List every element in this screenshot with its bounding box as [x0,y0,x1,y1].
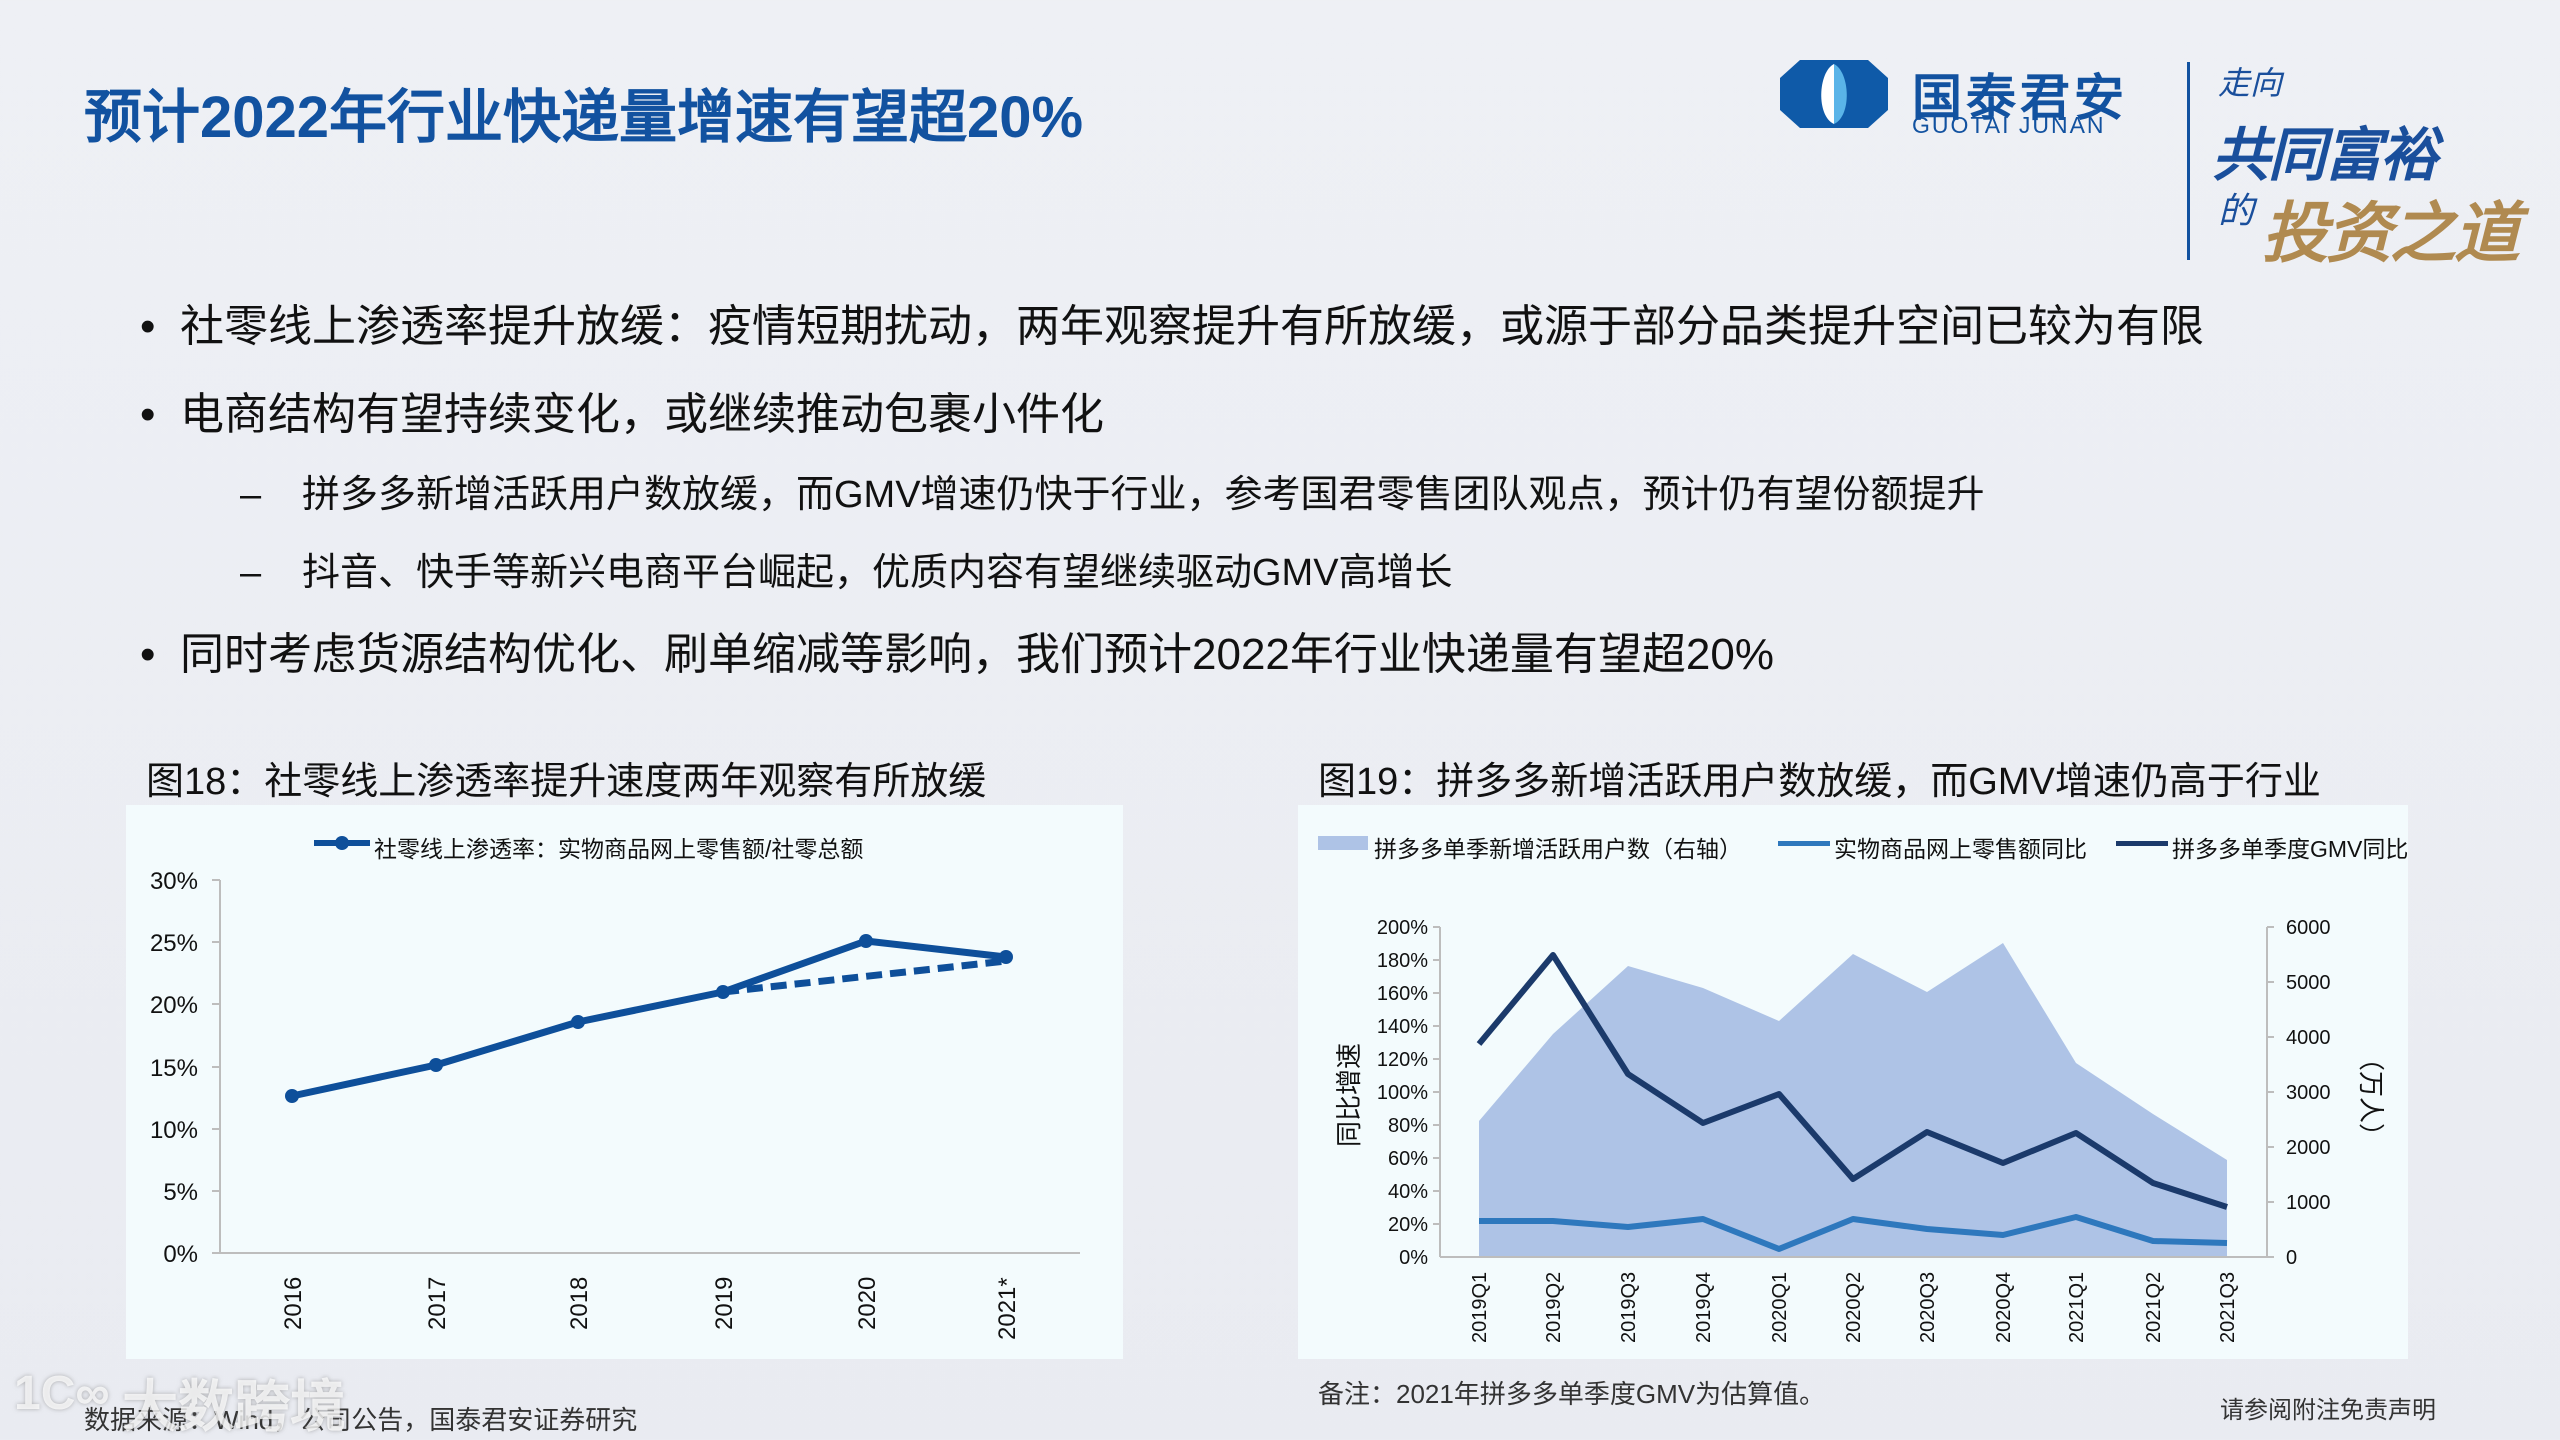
legend-label-online-retail-yoy: 实物商品网上零售额同比 [1834,836,2087,862]
slogan-line-4: 投资之道 [2262,194,2520,272]
svg-text:2020Q4: 2020Q4 [1993,1272,2015,1343]
legend-label: 社零线上渗透率：实物商品网上零售额/社零总额 [374,836,864,862]
svg-text:2019Q3: 2019Q3 [1618,1272,1640,1343]
bullet-text: 电商结构有望持续变化，或继续推动包裹小件化 [180,390,1104,439]
bullet-item: • 社零线上渗透率提升放缓：疫情短期扰动，两年观察提升有所放缓，或源于部分品类提升… [140,290,2204,354]
svg-text:40%: 40% [1388,1181,1428,1203]
legend-line-marker-icon [314,836,370,850]
sub-bullet-item: – 拼多多新增活跃用户数放缓，而GMV增速仍快于行业，参考国君零售团队观点，预计仍… [240,463,1985,518]
figure-18-panel [126,805,1123,1359]
svg-text:25%: 25% [150,930,198,957]
sub-bullet-item: – 抖音、快手等新兴电商平台崛起，优质内容有望继续驱动GMV高增长 [240,541,1453,596]
bullet-text: 社零线上渗透率提升放缓：疫情短期扰动，两年观察提升有所放缓，或源于部分品类提升空… [180,302,2204,351]
legend-line-swatch-icon [1778,841,1830,846]
figure-18-title: 图18：社零线上渗透率提升速度两年观察有所放缓 [146,761,987,803]
svg-text:0%: 0% [1399,1247,1428,1269]
svg-text:2021Q1: 2021Q1 [2066,1272,2088,1343]
svg-text:2000: 2000 [2286,1137,2331,1159]
sub-bullet-text: 拼多多新增活跃用户数放缓，而GMV增速仍快于行业，参考国君零售团队观点，预计仍有… [302,474,1985,516]
svg-text:120%: 120% [1377,1049,1428,1071]
legend-area-swatch-icon [1318,836,1368,850]
watermark-text: 大数跨境 [122,1375,346,1438]
bullet-item: • 同时考虑货源结构优化、刷单缩减等影响，我们预计2022年行业快递量有望超20% [140,618,1774,682]
svg-text:5%: 5% [163,1179,198,1206]
bullet-item: • 电商结构有望持续变化，或继续推动包裹小件化 [140,378,1104,442]
guotai-junan-logo-icon [1780,60,1888,128]
svg-text:0%: 0% [163,1241,198,1268]
svg-text:2019Q2: 2019Q2 [1543,1272,1565,1343]
sub-bullet-text: 抖音、快手等新兴电商平台崛起，优质内容有望继续驱动GMV高增长 [302,552,1453,594]
svg-text:同比增速: 同比增速 [1334,1043,1364,1147]
svg-text:2016: 2016 [280,1277,307,1330]
figure-19-note: 备注：2021年拼多多单季度GMV为估算值。 [1318,1379,1826,1409]
disclaimer-text: 请参阅附注免责声明 [2220,1397,2436,1424]
watermark-logo-icon: 1C∞ [14,1367,110,1420]
svg-text:60%: 60% [1388,1148,1428,1170]
svg-text:2020Q3: 2020Q3 [1917,1272,1939,1343]
svg-text:80%: 80% [1388,1115,1428,1137]
slogan-line-2: 共同富裕 [2212,121,2438,189]
svg-text:6000: 6000 [2286,917,2331,939]
svg-text:2020: 2020 [854,1277,881,1330]
logo-name-cn: 国泰君安 [1912,70,2128,126]
page-title: 预计2022年行业快递量增速有望超20% [84,85,1084,150]
svg-text:3000: 3000 [2286,1082,2331,1104]
figure-18-line-chart: 30% 25% 20% 15% 10% 5% 0% 2016 2017 2018 201… [150,868,1080,1340]
svg-text:30%: 30% [150,868,198,895]
svg-text:5000: 5000 [2286,972,2331,994]
bullet-marker: • [140,302,156,351]
svg-text:2018: 2018 [566,1277,593,1330]
bullet-marker: • [140,630,156,679]
svg-text:1000: 1000 [2286,1192,2331,1214]
svg-text:200%: 200% [1377,917,1428,939]
bullet-text: 同时考虑货源结构优化、刷单缩减等影响，我们预计2022年行业快递量有望超20% [180,630,1774,679]
legend-label-new-users: 拼多多单季新增活跃用户数（右轴） [1374,836,1742,862]
svg-text:2017: 2017 [424,1277,451,1330]
svg-text:100%: 100% [1377,1082,1428,1104]
slogan-line-1: 走向 [2218,64,2283,102]
legend-line-swatch-icon [2116,841,2168,846]
svg-text:2020Q2: 2020Q2 [1843,1272,1865,1343]
svg-text:180%: 180% [1377,950,1428,972]
figure-19-title: 图19：拼多多新增活跃用户数放缓，而GMV增速仍高于行业 [1318,761,2321,803]
svg-text:15%: 15% [150,1055,198,1082]
svg-text:2019Q1: 2019Q1 [1469,1272,1491,1343]
svg-text:2019Q4: 2019Q4 [1693,1272,1715,1343]
svg-text:20%: 20% [1388,1214,1428,1236]
logo-name-en: GUOTAI JUNAN [1912,112,2106,138]
sub-bullet-marker: – [240,474,262,516]
figure-18-source: 数据来源：Wind，公司公告，国泰君安证券研究 [84,1405,638,1435]
svg-text:10%: 10% [150,1117,198,1144]
svg-text:2021Q3: 2021Q3 [2217,1272,2239,1343]
svg-text:2021*: 2021* [994,1277,1021,1340]
svg-text:0: 0 [2286,1247,2297,1269]
logo-divider [2187,62,2190,260]
sub-bullet-marker: – [240,552,262,594]
svg-text:（万人）: （万人） [2356,1045,2386,1149]
bullet-marker: • [140,390,156,439]
svg-text:2020Q1: 2020Q1 [1769,1272,1791,1343]
legend-label-gmv-yoy: 拼多多单季度GMV同比 [2172,836,2409,862]
slogan-line-3: 的 [2218,191,2255,232]
svg-text:4000: 4000 [2286,1027,2331,1049]
svg-text:2021Q2: 2021Q2 [2143,1272,2165,1343]
svg-text:160%: 160% [1377,983,1428,1005]
svg-text:140%: 140% [1377,1016,1428,1038]
figure-19-combo-chart: 200% 180% 160% 140% 120% 100% 80% 60% 40% 20% 0… [1334,917,2386,1343]
svg-text:20%: 20% [150,992,198,1019]
svg-text:2019: 2019 [711,1277,738,1330]
